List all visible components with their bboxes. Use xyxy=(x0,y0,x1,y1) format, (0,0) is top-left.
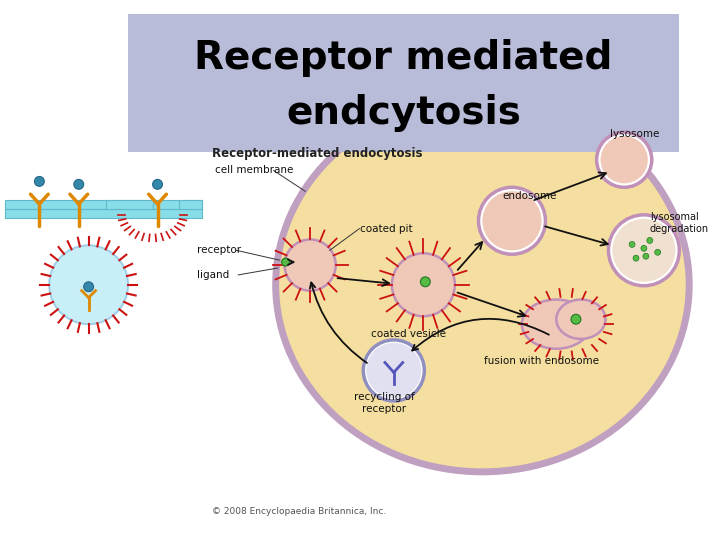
Circle shape xyxy=(641,245,647,251)
Circle shape xyxy=(84,282,94,292)
Bar xyxy=(5,209,202,218)
Text: cell membrane: cell membrane xyxy=(215,165,293,174)
Text: recycling of
receptor: recycling of receptor xyxy=(354,392,414,414)
Text: Receptor mediated: Receptor mediated xyxy=(194,39,613,77)
Circle shape xyxy=(613,219,675,282)
Circle shape xyxy=(74,179,84,189)
Text: coated pit: coated pit xyxy=(360,224,413,234)
Bar xyxy=(107,200,153,209)
Text: © 2008 Encyclopaedia Britannica, Inc.: © 2008 Encyclopaedia Britannica, Inc. xyxy=(212,507,386,516)
Circle shape xyxy=(49,245,128,324)
Circle shape xyxy=(364,340,424,401)
Circle shape xyxy=(392,253,455,316)
Circle shape xyxy=(479,187,546,254)
Text: lysosome: lysosome xyxy=(611,129,660,139)
Circle shape xyxy=(597,132,652,187)
Circle shape xyxy=(633,255,639,261)
Ellipse shape xyxy=(522,300,590,349)
Text: coated vesicle: coated vesicle xyxy=(371,329,446,339)
Text: endosome: endosome xyxy=(502,191,557,201)
Circle shape xyxy=(153,179,163,189)
Circle shape xyxy=(366,343,421,398)
Text: fusion with endosome: fusion with endosome xyxy=(484,356,599,366)
Text: lysosomal
degradation: lysosomal degradation xyxy=(650,212,709,234)
Circle shape xyxy=(654,249,661,255)
Text: ligand: ligand xyxy=(197,270,229,280)
Circle shape xyxy=(571,314,581,324)
Ellipse shape xyxy=(276,98,689,472)
Circle shape xyxy=(420,277,431,287)
Circle shape xyxy=(600,136,648,184)
Bar xyxy=(5,200,202,209)
Circle shape xyxy=(282,258,289,266)
Bar xyxy=(179,200,202,209)
Circle shape xyxy=(284,239,336,291)
Circle shape xyxy=(647,238,653,244)
Text: receptor: receptor xyxy=(197,245,241,255)
Text: Receptor-mediated endocytosis: Receptor-mediated endocytosis xyxy=(212,147,422,160)
Circle shape xyxy=(608,215,680,286)
Circle shape xyxy=(643,253,649,259)
Circle shape xyxy=(629,241,635,247)
Circle shape xyxy=(35,177,45,186)
Text: endcytosis: endcytosis xyxy=(287,94,521,132)
Circle shape xyxy=(482,191,541,251)
FancyBboxPatch shape xyxy=(128,14,680,152)
Ellipse shape xyxy=(557,300,606,339)
